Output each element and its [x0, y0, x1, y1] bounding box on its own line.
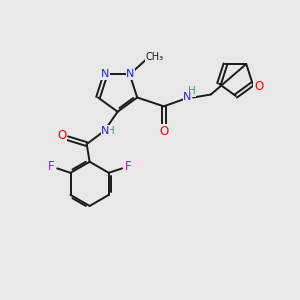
Text: O: O: [160, 125, 169, 138]
Text: H: H: [188, 86, 196, 96]
Text: N: N: [101, 126, 110, 136]
Text: O: O: [254, 80, 263, 93]
Text: N: N: [126, 69, 134, 80]
Text: F: F: [124, 160, 131, 173]
Text: N: N: [183, 92, 191, 103]
Text: F: F: [48, 160, 55, 173]
Text: N: N: [101, 69, 109, 80]
Text: O: O: [57, 129, 66, 142]
Text: H: H: [107, 126, 115, 136]
Text: CH₃: CH₃: [146, 52, 164, 62]
